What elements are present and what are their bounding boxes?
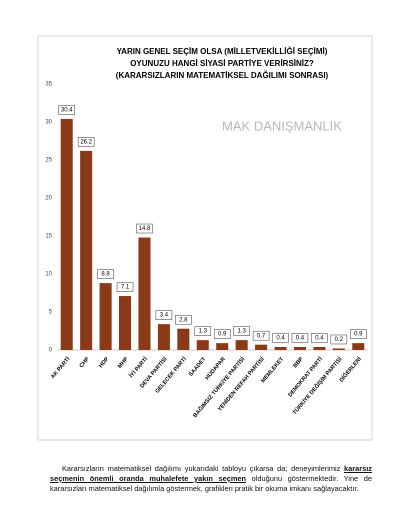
y-tick-label: 0 bbox=[49, 348, 53, 354]
y-tick-label: 35 bbox=[45, 82, 52, 88]
value-label-box bbox=[58, 105, 75, 115]
bar bbox=[352, 343, 365, 350]
bar bbox=[274, 346, 287, 350]
bar bbox=[177, 328, 190, 350]
bar bbox=[196, 340, 209, 350]
bar bbox=[60, 118, 73, 351]
value-label-box bbox=[116, 282, 134, 292]
value-label: 0.9 bbox=[354, 332, 363, 338]
value-label-box bbox=[175, 314, 192, 325]
bar bbox=[293, 346, 306, 350]
x-tick-label: SAADET bbox=[188, 356, 208, 378]
value-label-box bbox=[233, 326, 250, 336]
value-label: 1.3 bbox=[199, 329, 208, 335]
bar bbox=[235, 340, 248, 350]
y-tick-label: 25 bbox=[45, 158, 52, 164]
value-label: 2.8 bbox=[179, 317, 188, 323]
value-label-box bbox=[311, 333, 328, 343]
value-label: 0.4 bbox=[296, 336, 305, 342]
bar bbox=[80, 150, 93, 350]
x-tick-label: İYİ PARTİ bbox=[128, 355, 150, 379]
watermark: MAK DANIŞMANLIK bbox=[222, 118, 342, 133]
value-label: 0.4 bbox=[276, 336, 285, 342]
bar bbox=[99, 283, 112, 350]
y-tick-label: 10 bbox=[45, 272, 52, 278]
value-label: 3.4 bbox=[160, 313, 169, 319]
value-label: 26.2 bbox=[80, 139, 92, 145]
x-tick-label: DEMOKRAT PARTİ bbox=[287, 355, 325, 398]
value-label: 0.9 bbox=[218, 332, 227, 338]
bar bbox=[332, 348, 345, 350]
paragraph-text: Kararsızların matematiksel dağılımı yuka… bbox=[62, 464, 345, 473]
paragraph-text: olduğunu göstermektedir. Yine de kararsı… bbox=[50, 474, 372, 493]
paragraph-emphasis: kararsız seçmenin önemli oranda muhalefe… bbox=[50, 464, 372, 483]
x-tick-label: HDP bbox=[98, 356, 110, 369]
value-label: 8.8 bbox=[101, 272, 110, 278]
chart: YARIN GENEL SEÇİM OLSA (MİLLETVEKİLLİĞİ … bbox=[37, 35, 373, 441]
y-tick-label: 20 bbox=[45, 196, 52, 202]
x-tick-label: AK PARTİ bbox=[49, 355, 71, 380]
value-label-box bbox=[291, 333, 309, 343]
x-tick-label: CHP bbox=[79, 356, 91, 369]
value-label-box bbox=[77, 137, 95, 147]
value-label: 30.4 bbox=[61, 108, 73, 114]
chart-title: OYUNUZU HANGİ SİYASİ PARTİYE VERİRSİNİZ? bbox=[130, 59, 314, 68]
value-label: 1.3 bbox=[237, 329, 246, 335]
chart-frame bbox=[37, 35, 373, 441]
value-label-box bbox=[330, 334, 348, 345]
bar bbox=[119, 296, 132, 350]
bar bbox=[157, 324, 170, 350]
bar bbox=[216, 343, 229, 350]
value-label: 7.1 bbox=[121, 285, 130, 291]
value-label-box bbox=[272, 333, 289, 343]
value-label-box bbox=[136, 223, 153, 234]
x-tick-label: MHP bbox=[117, 356, 130, 370]
chart-title: YARIN GENEL SEÇİM OLSA (MİLLETVEKİLLİĞİ … bbox=[117, 47, 328, 56]
chart-title: (KARARSIZLARIN MATEMATİKSEL DAĞILIMI SON… bbox=[116, 71, 329, 80]
bar bbox=[255, 344, 268, 350]
bar bbox=[313, 346, 326, 350]
bar bbox=[138, 237, 151, 350]
value-label-box bbox=[252, 330, 270, 341]
value-label-box bbox=[97, 269, 114, 279]
y-tick-label: 5 bbox=[49, 310, 53, 316]
y-tick-label: 30 bbox=[45, 120, 52, 126]
value-label: 0.7 bbox=[257, 333, 266, 339]
x-tick-label: BBP bbox=[292, 356, 304, 369]
value-label-box bbox=[213, 329, 231, 339]
value-label: 0.2 bbox=[335, 337, 344, 343]
value-label-box bbox=[350, 329, 367, 339]
paragraph: Kararsızların matematiksel dağılımı yuka… bbox=[50, 464, 372, 494]
value-label-box bbox=[194, 326, 212, 336]
y-tick-label: 15 bbox=[45, 234, 52, 240]
value-label: 0.4 bbox=[315, 336, 324, 342]
value-label-box bbox=[155, 310, 173, 320]
value-label: 14.8 bbox=[139, 226, 151, 232]
